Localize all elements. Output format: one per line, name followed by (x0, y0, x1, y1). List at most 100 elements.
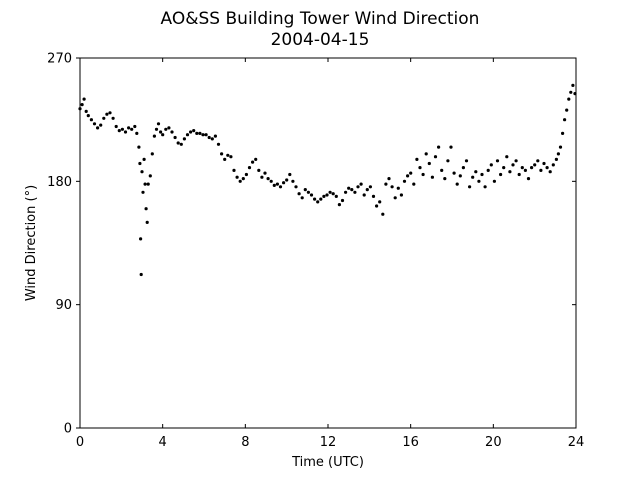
data-point-57 (220, 152, 224, 156)
data-point-76 (278, 185, 283, 189)
data-point-162 (545, 166, 549, 170)
data-point-99 (350, 188, 354, 192)
y-tick-label-3: 270 (47, 52, 72, 67)
data-point-125 (430, 175, 434, 179)
data-point-25 (140, 170, 144, 174)
data-point-152 (514, 159, 518, 163)
data-point-131 (449, 145, 453, 149)
y-tick-label-0: 0 (64, 422, 72, 437)
data-point-108 (378, 200, 382, 204)
data-point-72 (266, 177, 270, 181)
data-point-130 (446, 159, 450, 163)
data-point-62 (235, 175, 239, 179)
data-points (78, 83, 577, 277)
data-point-58 (223, 157, 227, 161)
data-point-85 (306, 190, 310, 194)
data-point-93 (331, 192, 335, 196)
data-point-145 (492, 179, 496, 183)
data-point-3 (84, 109, 88, 113)
data-point-134 (458, 174, 462, 178)
data-point-156 (526, 177, 531, 181)
data-point-13 (114, 124, 118, 129)
data-point-121 (418, 166, 422, 170)
data-point-101 (356, 185, 360, 189)
data-point-84 (303, 188, 307, 192)
x-tick-label-1: 4 (159, 435, 167, 450)
x-axis-ticks: 0 4 8 12 16 20 24 (76, 58, 584, 450)
data-point-69 (257, 168, 261, 172)
data-point-170 (565, 108, 569, 112)
data-point-4 (86, 114, 90, 118)
x-tick-label-5: 20 (485, 435, 502, 450)
data-point-141 (480, 172, 484, 177)
data-point-14 (117, 129, 121, 133)
data-point-73 (269, 179, 273, 183)
data-point-171 (567, 97, 571, 101)
data-point-95 (337, 203, 341, 207)
data-point-71 (263, 171, 267, 175)
data-point-142 (483, 185, 487, 189)
data-point-82 (297, 192, 301, 196)
data-point-109 (381, 212, 385, 216)
data-point-129 (443, 177, 447, 181)
data-point-114 (396, 186, 400, 190)
data-point-117 (406, 174, 410, 178)
data-point-78 (285, 178, 289, 182)
data-point-59 (226, 153, 230, 157)
data-point-38 (161, 133, 165, 137)
data-point-7 (96, 126, 100, 130)
data-point-90 (322, 194, 326, 198)
data-point-63 (238, 179, 242, 183)
data-point-43 (176, 141, 180, 145)
data-point-97 (344, 190, 348, 194)
data-point-100 (353, 190, 357, 194)
data-point-42 (173, 135, 177, 140)
data-point-60 (229, 155, 233, 159)
data-point-29 (144, 207, 148, 211)
data-point-137 (468, 185, 472, 189)
data-point-22 (138, 161, 142, 166)
x-tick-label-3: 12 (320, 435, 337, 450)
y-axis-ticks: 0 90 180 270 (47, 52, 576, 437)
data-point-126 (433, 155, 438, 159)
data-point-112 (390, 185, 394, 189)
data-point-149 (505, 155, 509, 159)
chart-title: AO&SS Building Tower Wind Direction (161, 9, 480, 29)
data-point-9 (102, 116, 106, 120)
y-axis-label: Wind Direction (°) (24, 185, 39, 301)
data-point-165 (554, 157, 559, 161)
data-point-163 (548, 170, 552, 174)
data-point-50 (198, 131, 202, 135)
data-point-155 (523, 168, 528, 172)
data-point-139 (474, 170, 478, 174)
data-point-168 (561, 131, 565, 135)
data-point-153 (517, 172, 521, 177)
data-point-154 (520, 166, 524, 170)
data-point-32 (148, 174, 152, 178)
data-point-136 (464, 159, 469, 163)
data-point-68 (254, 157, 258, 161)
data-point-98 (347, 186, 351, 190)
data-point-107 (375, 204, 379, 208)
data-point-102 (359, 182, 363, 186)
data-point-61 (232, 168, 236, 172)
data-point-20 (135, 131, 139, 135)
data-point-83 (300, 196, 304, 200)
data-point-48 (192, 129, 196, 133)
data-point-140 (477, 179, 481, 183)
data-point-31 (146, 182, 150, 186)
data-point-26 (141, 190, 145, 194)
data-point-146 (495, 159, 500, 163)
data-point-12 (111, 116, 115, 120)
data-point-18 (130, 127, 134, 131)
x-axis-label: Time (UTC) (291, 455, 364, 470)
data-point-52 (204, 133, 208, 137)
data-point-36 (156, 122, 161, 126)
data-point-17 (127, 126, 131, 130)
data-point-27 (142, 157, 146, 161)
data-point-128 (440, 168, 444, 172)
data-point-89 (319, 197, 323, 201)
data-point-19 (133, 124, 137, 129)
data-point-132 (452, 171, 456, 175)
data-point-33 (150, 152, 154, 156)
